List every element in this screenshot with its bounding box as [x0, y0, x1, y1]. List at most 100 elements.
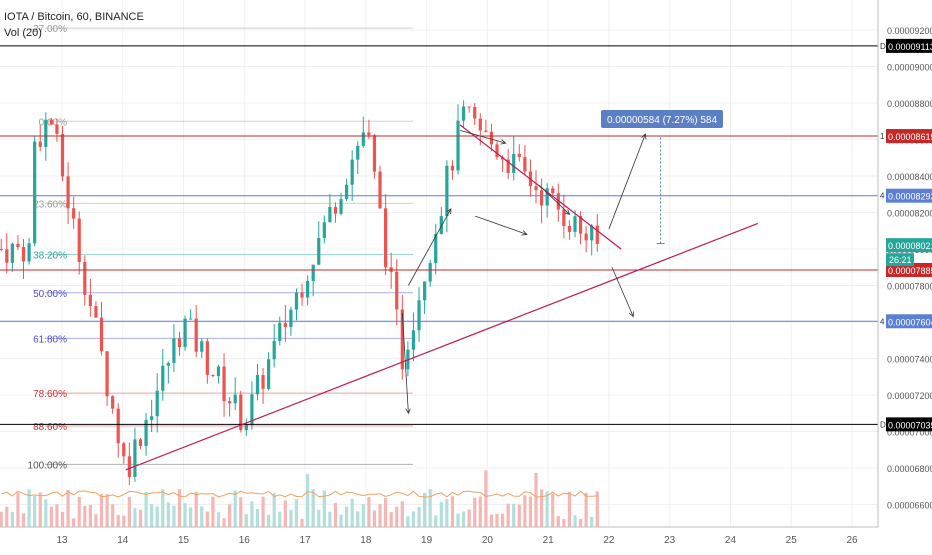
- level-tag: 4: [880, 317, 885, 326]
- volume-bar: [77, 496, 81, 527]
- price-tag: [886, 188, 932, 203]
- countdown-label: 26:21: [889, 255, 912, 265]
- volume-bar: [456, 513, 460, 527]
- volume-bar: [361, 504, 365, 527]
- volume-bar: [567, 491, 572, 527]
- time-tick-label: 24: [725, 535, 737, 546]
- candle-body: [267, 359, 271, 389]
- candle-body: [216, 366, 221, 377]
- volume-bar: [545, 491, 549, 527]
- volume-indicator-label: Vol (20): [4, 27, 42, 39]
- candle-body: [144, 419, 148, 446]
- candle-body: [506, 159, 510, 174]
- volume-bar: [473, 497, 477, 527]
- volume-bar: [261, 496, 265, 527]
- candle-body: [467, 106, 471, 108]
- trendlines: [125, 124, 759, 471]
- price-tag: [886, 314, 932, 329]
- measure-label: 0.00000584 (7.27%) 584: [607, 115, 718, 126]
- candle-body: [534, 186, 538, 191]
- volume-bar: [556, 516, 560, 527]
- candle-body: [384, 208, 388, 268]
- price-range-measurement: 0.00000584 (7.27%) 584: [601, 110, 723, 245]
- volume-bar: [461, 511, 466, 527]
- candle-body: [289, 309, 293, 328]
- candle-body: [595, 225, 599, 244]
- time-tick-label: 23: [664, 535, 676, 546]
- volume-bar: [21, 513, 26, 527]
- candle-body: [378, 171, 382, 209]
- candle-body: [473, 106, 477, 119]
- level-tag: 1: [880, 132, 885, 141]
- candle-body: [278, 322, 282, 341]
- candle-body: [244, 424, 248, 431]
- volume-bar: [0, 511, 3, 527]
- candle-body: [345, 184, 349, 200]
- price-tag: [886, 262, 932, 277]
- candle-body: [21, 247, 26, 262]
- volume-bar: [200, 506, 204, 527]
- candle-body: [250, 394, 254, 425]
- level-tag: 4: [880, 192, 885, 201]
- price-tick-label: 0.00007800: [887, 282, 932, 292]
- volume-bar: [372, 510, 377, 527]
- candle-series: [0, 100, 599, 486]
- volume-bar: [378, 504, 382, 527]
- volume-bar: [417, 507, 421, 527]
- time-tick-label: 20: [482, 535, 494, 546]
- volume-bar: [478, 496, 482, 527]
- candle-body: [484, 130, 488, 132]
- volume-bar: [10, 511, 14, 527]
- candle-body: [44, 119, 48, 147]
- volume-bar: [389, 512, 393, 527]
- price-tag: [886, 38, 932, 53]
- candle-body: [434, 233, 438, 264]
- volume-bar: [283, 500, 287, 527]
- candle-body: [573, 216, 577, 232]
- volume-bar: [306, 473, 310, 527]
- volume-bar: [411, 511, 416, 527]
- volume-bar: [595, 491, 599, 527]
- price-tag-label: 0.00009113: [888, 42, 932, 52]
- arrow: [611, 267, 633, 316]
- volume-bar: [439, 502, 443, 527]
- volume-bar: [122, 515, 126, 527]
- candle-body: [294, 292, 299, 310]
- arrow: [401, 312, 408, 413]
- candle-body: [461, 106, 466, 121]
- candle-body: [551, 188, 555, 194]
- volume-bar: [317, 509, 321, 527]
- candle-body: [372, 135, 377, 172]
- volume-bar: [350, 498, 354, 527]
- volume-bar: [322, 490, 326, 527]
- volume-bar: [244, 514, 248, 527]
- candle-body: [400, 309, 404, 370]
- fib-level-label: 50.00%: [33, 289, 67, 300]
- candle-body: [517, 153, 521, 158]
- candle-body: [233, 394, 237, 404]
- time-tick-label: 16: [239, 535, 251, 546]
- candle-body: [495, 144, 499, 158]
- price-tag-label: 0.00007885: [888, 266, 932, 276]
- grid: [0, 0, 878, 527]
- price-axis: 0.00006600 0.00006800 0.00007000 0.00007200…: [877, 0, 932, 550]
- volume-bar: [205, 511, 209, 527]
- time-tick-label: 15: [178, 535, 190, 546]
- candle-body: [5, 249, 9, 263]
- candle-body: [88, 294, 92, 307]
- volume-bar: [356, 511, 360, 527]
- candle-body: [127, 456, 131, 477]
- volume-bar: [44, 499, 48, 527]
- current-price-label: 0.00008021: [888, 241, 932, 251]
- key-levels: [0, 45, 878, 425]
- candle-body: [567, 226, 572, 232]
- candle-body: [166, 362, 170, 366]
- candle-body: [489, 131, 494, 145]
- candle-body: [356, 145, 360, 160]
- price-tag-label: 0.00008619: [888, 132, 932, 142]
- volume-bar: [5, 506, 9, 527]
- volume-bar: [562, 518, 566, 527]
- candle-body: [584, 233, 588, 241]
- price-tick-label: 0.00008800: [887, 99, 932, 109]
